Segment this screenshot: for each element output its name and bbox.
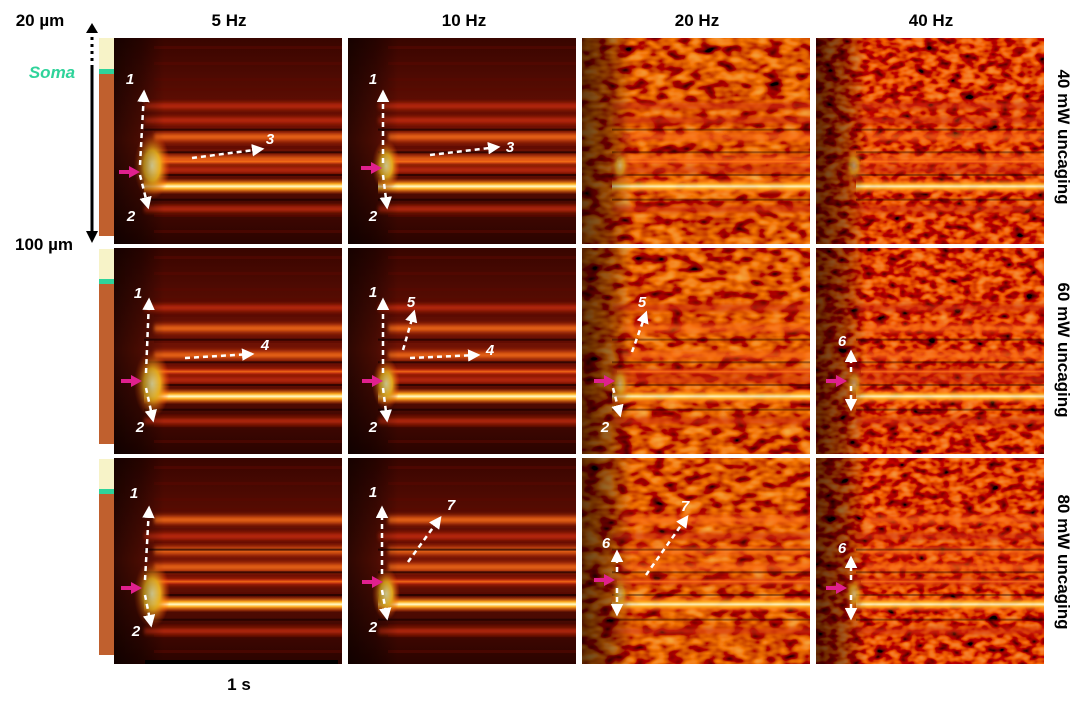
propagation-arrow-r2-c1-1	[142, 297, 155, 374]
dendrite-bar-row1	[99, 38, 114, 236]
stimulus-arrow-r3-c1	[121, 582, 142, 594]
stimulus-arrow-r1-c2	[361, 162, 382, 174]
propagation-arrow-r2-c1-3	[184, 348, 255, 361]
row-label-60mw: 60 mW uncaging	[1054, 282, 1073, 417]
stimulus-arrow-r2-c1	[121, 375, 142, 387]
stimulus-arrow-r3-c4	[826, 582, 847, 594]
arrow-label-r1-c1-3: 3	[266, 131, 275, 148]
heatmap-panel-r3-c4	[816, 458, 1044, 664]
propagation-arrow-r3-c1-1	[142, 505, 155, 581]
arrow-label-r1-c2-1: 1	[369, 71, 377, 88]
dendrite-bars	[99, 38, 114, 655]
propagation-arrow-r2-c2-3	[401, 309, 418, 351]
heatmap-panel-r3-c2	[348, 458, 576, 664]
arrow-label-r3-c1-1: 1	[130, 485, 138, 502]
heatmap-panel-r2-c4	[816, 248, 1044, 454]
stimulus-arrow-r2-c4	[826, 375, 847, 387]
stimulus-arrow-r2-c3	[594, 375, 615, 387]
scale-bar-label: 1 s	[227, 675, 251, 694]
arrow-label-r2-c3-2: 2	[600, 419, 610, 436]
propagation-arrow-r1-c1-2	[138, 174, 152, 210]
stimulus-arrow-r1-c1	[119, 166, 140, 178]
arrow-label-r3-c2-1: 1	[369, 484, 377, 501]
dendrite-bar-row2	[99, 249, 114, 444]
heatmap-panel-r3-c3	[582, 458, 810, 664]
column-header-5hz: 5 Hz	[212, 11, 247, 30]
propagation-arrow-r2-c1-2	[144, 387, 157, 423]
dendrite-bar-row3	[99, 459, 114, 655]
heatmap-panel-r2-c3	[582, 248, 810, 454]
heatmap-panel-r1-c3	[582, 38, 810, 244]
arrow-label-r3-c2-2: 2	[368, 619, 378, 636]
heatmap-panel-r2-c1	[114, 248, 342, 454]
arrow-label-r3-c3-7: 7	[681, 498, 690, 515]
arrow-label-r2-c1-3: 4	[260, 337, 270, 354]
arrow-label-r1-c2-3: 3	[506, 139, 515, 156]
propagation-arrow-r3-c3-7	[644, 514, 689, 576]
arrow-label-r3-c3-6: 6	[602, 535, 611, 552]
arrow-label-r2-c1-2: 2	[135, 419, 145, 436]
propagation-arrow-r1-c1-1	[137, 89, 150, 166]
arrow-label-r1-c1-2: 2	[126, 208, 136, 225]
arrow-label-r3-c2-7: 7	[447, 497, 456, 514]
propagation-arrow-r2-c3-5	[630, 310, 649, 353]
propagation-arrow-r1-c1-3	[191, 144, 265, 160]
propagation-arrow-r3-c2-7	[406, 515, 442, 563]
stimulus-arrow-r2-c2	[362, 375, 383, 387]
arrow-label-r2-c2-5: 5	[407, 294, 416, 311]
depth-bottom-label: 100 µm	[15, 235, 73, 254]
arrow-label-r1-c1-1: 1	[126, 71, 134, 88]
heatmap-grid: 1 2 3 1 2 3 1 2 4 1 2 5 4 5 2 6 1 2 1 2 7 6 7 6	[114, 38, 1044, 664]
heatmap-panel-r3-c1	[114, 458, 342, 664]
arrow-label-r3-c1-2: 2	[131, 623, 141, 640]
heatmap-panel-r2-c2	[348, 248, 576, 454]
arrow-label-r2-c4-6: 6	[838, 333, 847, 350]
heatmap-panel-r1-c2	[348, 38, 576, 244]
arrow-label-r2-c3-5: 5	[638, 294, 647, 311]
time-scale-bar: 1 s	[145, 660, 338, 694]
row-label-80mw: 80 mW uncaging	[1054, 494, 1073, 629]
row-label-40mw: 40 mW uncaging	[1054, 69, 1073, 204]
column-header-40hz: 40 Hz	[909, 11, 953, 30]
arrow-label-r2-c2-2: 2	[368, 419, 378, 436]
stimulus-arrow-r3-c2	[362, 576, 383, 588]
depth-axis-down-arrowhead	[86, 231, 98, 243]
propagation-arrow-r1-c2-3	[429, 141, 501, 157]
depth-axis: 20 µm 100 µm Soma	[15, 11, 98, 254]
propagation-arrow-r2-c3-2	[611, 387, 624, 418]
heatmap-panel-r1-c4	[816, 38, 1044, 244]
arrow-label-r2-c2-4: 4	[485, 342, 495, 359]
arrow-label-r1-c2-2: 2	[368, 208, 378, 225]
stimulus-arrow-r3-c3	[594, 574, 615, 586]
column-header-20hz: 20 Hz	[675, 11, 719, 30]
depth-top-label: 20 µm	[16, 11, 65, 30]
column-header-10hz: 10 Hz	[442, 11, 486, 30]
arrow-label-r2-c1-1: 1	[134, 285, 142, 302]
heatmap-panel-r1-c1	[114, 38, 342, 244]
propagation-arrow-r2-c2-4	[409, 349, 481, 362]
arrow-label-r3-c4-6: 6	[838, 540, 847, 557]
arrow-label-r2-c2-1: 1	[369, 284, 377, 301]
soma-label: Soma	[29, 63, 75, 82]
depth-axis-up-arrowhead	[86, 23, 98, 33]
propagation-arrow-r3-c2-2	[379, 589, 392, 621]
